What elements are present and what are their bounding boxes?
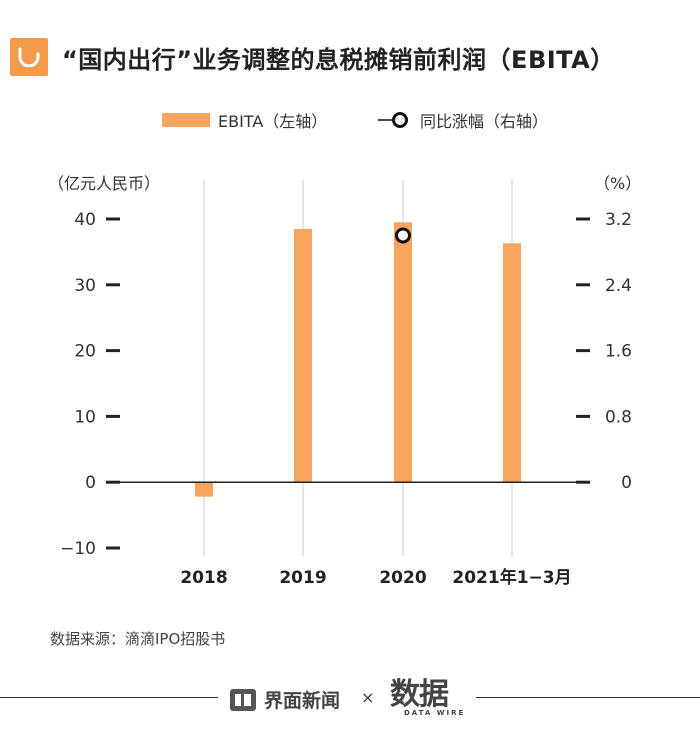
left-tick-label: 0 xyxy=(85,473,96,493)
ebita-chart: 40 30 20 10 0 −10 3.2 2.4 1.6 0.8 0 2018 2019 2020 202… xyxy=(60,180,632,588)
jiemian-icon xyxy=(230,688,256,711)
data-source: 数据来源：滴滴IPO招股书 xyxy=(50,630,226,648)
data-wire-main: 数据 xyxy=(390,677,449,712)
data-wire-sub: DATA WIRE xyxy=(404,709,466,717)
right-tick-label: 1.6 xyxy=(605,342,632,362)
right-tick-label: 0.8 xyxy=(605,407,632,427)
ebita-bar-2021年1−3月 xyxy=(503,243,521,483)
data-wire-logo: 数据 DATA WIRE xyxy=(390,677,463,718)
left-tick-label: 20 xyxy=(74,342,96,362)
didi-logo-icon xyxy=(10,38,48,76)
right-tick-label: 3.2 xyxy=(605,210,632,230)
yoy-marker-2020 xyxy=(395,227,411,244)
category-label-0: 2018 xyxy=(180,568,227,588)
category-label-3: 2021年1−3月 xyxy=(452,567,571,588)
right-axis-unit: （%） xyxy=(594,174,642,193)
times-symbol: × xyxy=(361,688,375,707)
left-axis-unit: （亿元人民币） xyxy=(48,174,161,193)
legend-bar-label: EBITA（左轴） xyxy=(218,112,328,131)
footer-divider-right xyxy=(476,697,700,698)
category-label-2: 2020 xyxy=(379,568,426,588)
left-tick-label: 10 xyxy=(74,407,96,427)
legend: EBITA（左轴） 同比涨幅（右轴） xyxy=(0,108,700,132)
ebita-bar-2018 xyxy=(195,482,213,497)
legend-circle-marker-icon xyxy=(378,112,408,128)
footer: 界面新闻 × 数据 DATA WIRE xyxy=(0,678,700,718)
jiemian-brand: 界面新闻 xyxy=(264,690,341,712)
left-tick-label: 40 xyxy=(74,210,96,230)
right-tick-label: 0 xyxy=(621,473,632,493)
legend-item-line: 同比涨幅（右轴） xyxy=(378,108,548,132)
ebita-bar-2019 xyxy=(294,228,312,483)
left-tick-label: −10 xyxy=(60,539,96,559)
right-tick-label: 2.4 xyxy=(605,276,632,296)
ebita-bar-2020 xyxy=(394,222,412,483)
title-bar: “国内出行”业务调整的息税摊销前利润（EBITA） xyxy=(10,38,615,76)
jiemian-logo: 界面新闻 xyxy=(230,686,340,713)
category-label-1: 2019 xyxy=(279,568,326,588)
left-tick-label: 30 xyxy=(74,276,96,296)
legend-item-bar: EBITA（左轴） xyxy=(162,108,327,132)
legend-line-label: 同比涨幅（右轴） xyxy=(420,112,549,131)
chart-title: “国内出行”业务调整的息税摊销前利润（EBITA） xyxy=(62,45,615,74)
footer-divider-left xyxy=(0,697,218,698)
legend-bar-swatch xyxy=(162,113,210,127)
